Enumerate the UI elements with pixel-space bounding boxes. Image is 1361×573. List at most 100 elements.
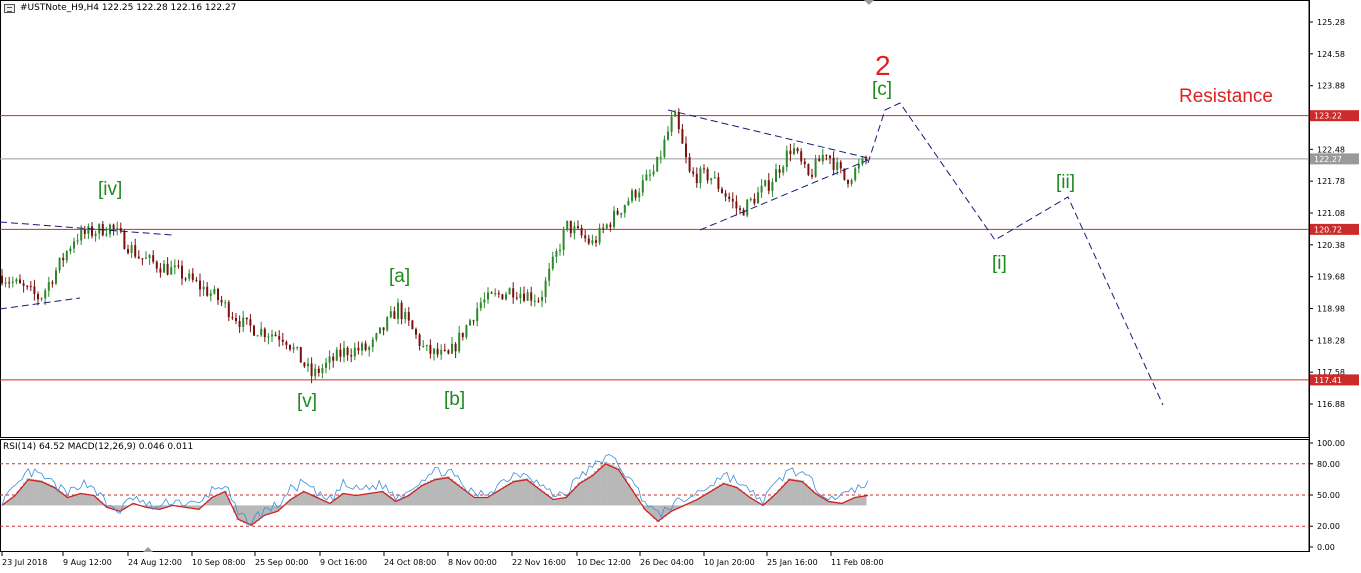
- wave-label-b: [b]: [444, 389, 465, 410]
- candle-body: [577, 226, 579, 229]
- candle-body: [663, 139, 666, 157]
- price-tag-120-72: [1310, 223, 1359, 235]
- candle-body: [137, 256, 140, 259]
- candles: [1, 108, 867, 384]
- candle-body: [512, 288, 515, 298]
- candle-body: [699, 168, 702, 184]
- candle-body: [620, 213, 623, 215]
- candle: [595, 235, 597, 247]
- candle: [353, 342, 356, 361]
- candle-body: [382, 327, 385, 331]
- candle: [206, 282, 209, 297]
- candle-body: [609, 224, 612, 228]
- time-tick-label: 25 Jan 16:00: [767, 558, 818, 567]
- candle-body: [469, 320, 471, 326]
- candle-body: [681, 129, 684, 144]
- candle-body: [202, 286, 205, 290]
- candle: [461, 332, 464, 341]
- candle-body: [602, 227, 605, 229]
- candle-body: [209, 293, 212, 296]
- candle: [843, 168, 846, 181]
- candle: [832, 151, 835, 176]
- indicator-tick-label: 80.00: [1317, 460, 1340, 469]
- candle: [1, 269, 3, 286]
- candle: [245, 317, 248, 325]
- candle: [184, 276, 187, 282]
- candle-body: [760, 185, 763, 193]
- candle-body: [245, 317, 248, 320]
- candle: [623, 204, 626, 218]
- candle-body: [706, 168, 709, 181]
- time-tick-label: 11 Feb 08:00: [831, 558, 883, 567]
- candle-body: [94, 233, 97, 236]
- candle: [253, 324, 255, 337]
- candle-body: [404, 312, 407, 320]
- candle-body: [508, 288, 511, 295]
- candle: [289, 344, 291, 352]
- candle: [645, 169, 648, 182]
- candle-body: [857, 164, 860, 169]
- candle-body: [123, 231, 126, 250]
- candle-body: [224, 302, 227, 304]
- candle: [821, 148, 824, 165]
- candle-body: [263, 328, 266, 338]
- candle-body: [541, 296, 543, 301]
- candle: [314, 363, 317, 381]
- candle: [656, 156, 659, 173]
- candle: [267, 333, 270, 345]
- candle-body: [796, 148, 799, 152]
- candle: [134, 238, 137, 259]
- candle: [339, 343, 342, 362]
- candle-body: [728, 196, 731, 199]
- candle: [415, 327, 417, 339]
- candle-body: [645, 174, 648, 181]
- candle: [285, 340, 288, 350]
- candle-body: [371, 339, 374, 348]
- candle: [98, 223, 101, 240]
- candle-body: [235, 317, 237, 321]
- candle-body: [325, 362, 327, 369]
- candle: [281, 332, 284, 346]
- candle: [483, 292, 486, 309]
- candle: [321, 363, 324, 379]
- candle: [865, 155, 867, 165]
- time-tick-label: 24 Oct 08:00: [384, 558, 436, 567]
- candle: [695, 167, 698, 188]
- candle: [713, 171, 716, 179]
- candle: [569, 220, 572, 238]
- candle: [829, 154, 831, 164]
- candle: [271, 329, 273, 343]
- triangle-upper-trendline: [667, 109, 869, 159]
- rsi-line: [1, 454, 869, 525]
- candle: [688, 153, 691, 173]
- candle-body: [119, 228, 122, 232]
- wave-label-iv: [iv]: [98, 179, 122, 200]
- candle: [699, 166, 702, 189]
- candle: [105, 226, 108, 237]
- candle: [296, 346, 299, 351]
- candle: [526, 289, 529, 302]
- candle-body: [375, 333, 378, 340]
- candle-body: [695, 173, 698, 184]
- candle-body: [256, 335, 259, 337]
- candle-body: [465, 325, 468, 338]
- candle-body: [821, 154, 824, 162]
- candle-body: [854, 168, 857, 181]
- candle-body: [616, 210, 619, 215]
- candle: [764, 179, 767, 188]
- candle-body: [188, 273, 191, 279]
- candle-body: [839, 162, 842, 169]
- candle: [22, 279, 25, 293]
- candle-body: [634, 190, 637, 198]
- candle: [101, 221, 104, 237]
- trendline-wave-iv-lower: [0, 297, 81, 310]
- time-tick-label: 8 Nov 00:00: [448, 558, 497, 567]
- candle-body: [159, 268, 162, 273]
- candle: [357, 341, 360, 355]
- candle: [173, 259, 176, 275]
- candle: [573, 221, 576, 240]
- price-tag-122-27: [1310, 153, 1359, 165]
- candle-body: [476, 308, 479, 322]
- candle: [152, 250, 155, 264]
- candle-body: [314, 368, 317, 377]
